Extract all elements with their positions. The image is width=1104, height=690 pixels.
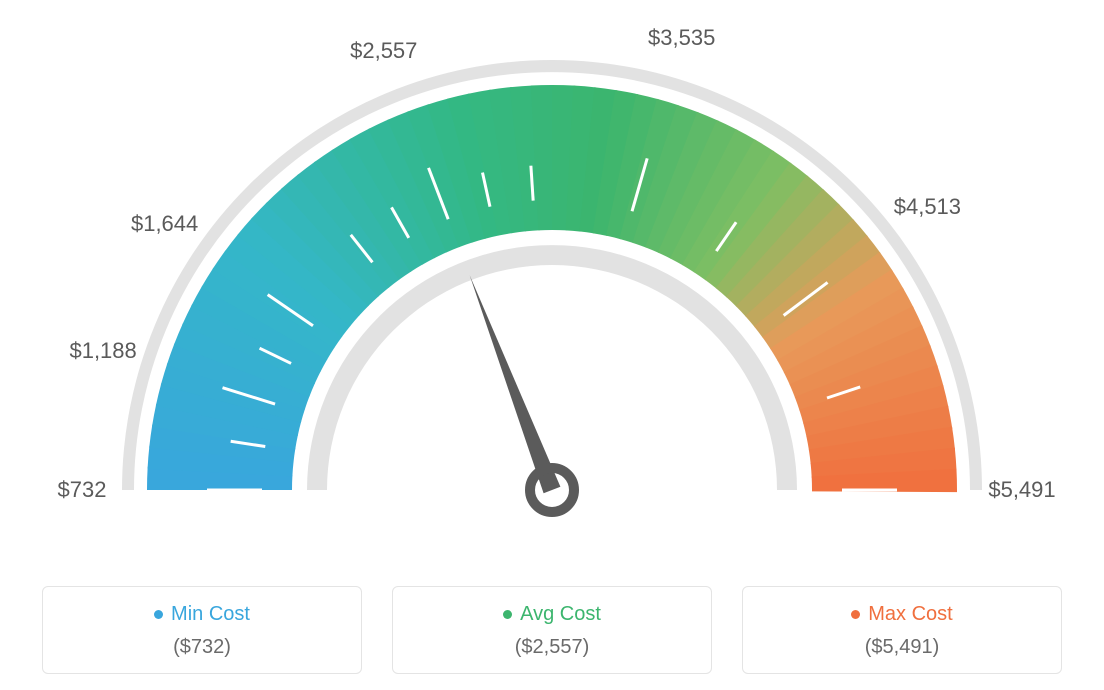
gauge-svg (0, 0, 1104, 560)
legend-title: Max Cost (851, 603, 952, 626)
legend-dot-icon (154, 610, 163, 619)
legend-dot-icon (851, 610, 860, 619)
legend-value: ($732) (55, 636, 349, 659)
legend-title-text: Avg Cost (520, 603, 601, 626)
gauge-tick-label: $732 (58, 477, 107, 503)
gauge-chart: $732 $1,188 $1,644 $2,557 $3,535 $4,513 $5,491 (0, 0, 1104, 560)
gauge-tick-label: $5,491 (988, 477, 1055, 503)
gauge-tick-label: $4,513 (894, 194, 961, 220)
gauge-tick-label: $1,644 (131, 211, 198, 237)
legend-card-max-cost: Max Cost ($5,491) (742, 586, 1062, 674)
legend-value: ($2,557) (405, 636, 699, 659)
legend-card-avg-cost: Avg Cost ($2,557) (392, 586, 712, 674)
legend-title-text: Min Cost (171, 603, 250, 626)
legend-card-min-cost: Min Cost ($732) (42, 586, 362, 674)
legend-dot-icon (503, 610, 512, 619)
legend-title: Avg Cost (503, 603, 601, 626)
legend-value: ($5,491) (755, 636, 1049, 659)
legend-title-text: Max Cost (868, 603, 952, 626)
gauge-tick-label: $2,557 (350, 38, 417, 64)
legend-title: Min Cost (154, 603, 250, 626)
gauge-tick-label: $3,535 (648, 25, 715, 51)
legend-row: Min Cost ($732) Avg Cost ($2,557) Max Cost ($… (0, 586, 1104, 674)
gauge-tick-label: $1,188 (69, 338, 136, 364)
